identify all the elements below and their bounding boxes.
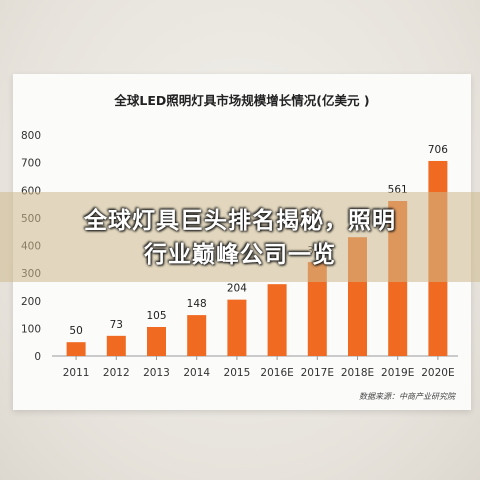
headline-banner — [0, 192, 480, 282]
headline-line-1: 全球灯具巨头排名揭秘，照明 — [84, 208, 396, 234]
bar-2014 — [187, 315, 207, 356]
x-tick-label: 2020E — [421, 367, 454, 379]
chart-title: 全球LED照明灯具市场规模增长情况(亿美元 ) — [114, 93, 370, 108]
bar-2017E — [307, 262, 327, 356]
bar-2012 — [106, 335, 126, 356]
bar-2015 — [227, 299, 247, 356]
bar-2011 — [66, 342, 86, 356]
y-tick-label: 800 — [21, 130, 41, 142]
x-tick-label: 2015 — [224, 367, 251, 379]
y-tick-label: 100 — [21, 323, 41, 335]
x-tick-label: 2013 — [143, 367, 170, 379]
data-label: 105 — [146, 310, 166, 322]
y-tick-label: 200 — [21, 296, 41, 308]
x-tick-label: 2016E — [260, 367, 293, 379]
x-tick-label: 2019E — [381, 367, 414, 379]
data-label: 148 — [187, 298, 207, 310]
bar-2016E — [267, 284, 287, 356]
headline-line-2: 行业巅峰公司一览 — [144, 242, 336, 268]
data-source: 数据来源：中商产业研究院 — [359, 392, 455, 401]
x-tick-label: 2017E — [301, 367, 334, 379]
headline: 全球灯具巨头排名揭秘，照明 行业巅峰公司一览 — [0, 204, 480, 272]
y-tick-label: 700 — [21, 158, 41, 170]
data-label: 73 — [110, 319, 123, 331]
data-label: 50 — [69, 325, 82, 337]
data-label: 204 — [227, 283, 247, 295]
x-tick-label: 2012 — [103, 367, 130, 379]
bar-2013 — [147, 326, 166, 356]
x-tick-label: 2018E — [341, 367, 374, 379]
x-tick-label: 2014 — [183, 367, 210, 379]
data-label: 706 — [428, 144, 448, 156]
x-tick-label: 2011 — [63, 367, 90, 379]
y-tick-label: 0 — [34, 351, 41, 363]
